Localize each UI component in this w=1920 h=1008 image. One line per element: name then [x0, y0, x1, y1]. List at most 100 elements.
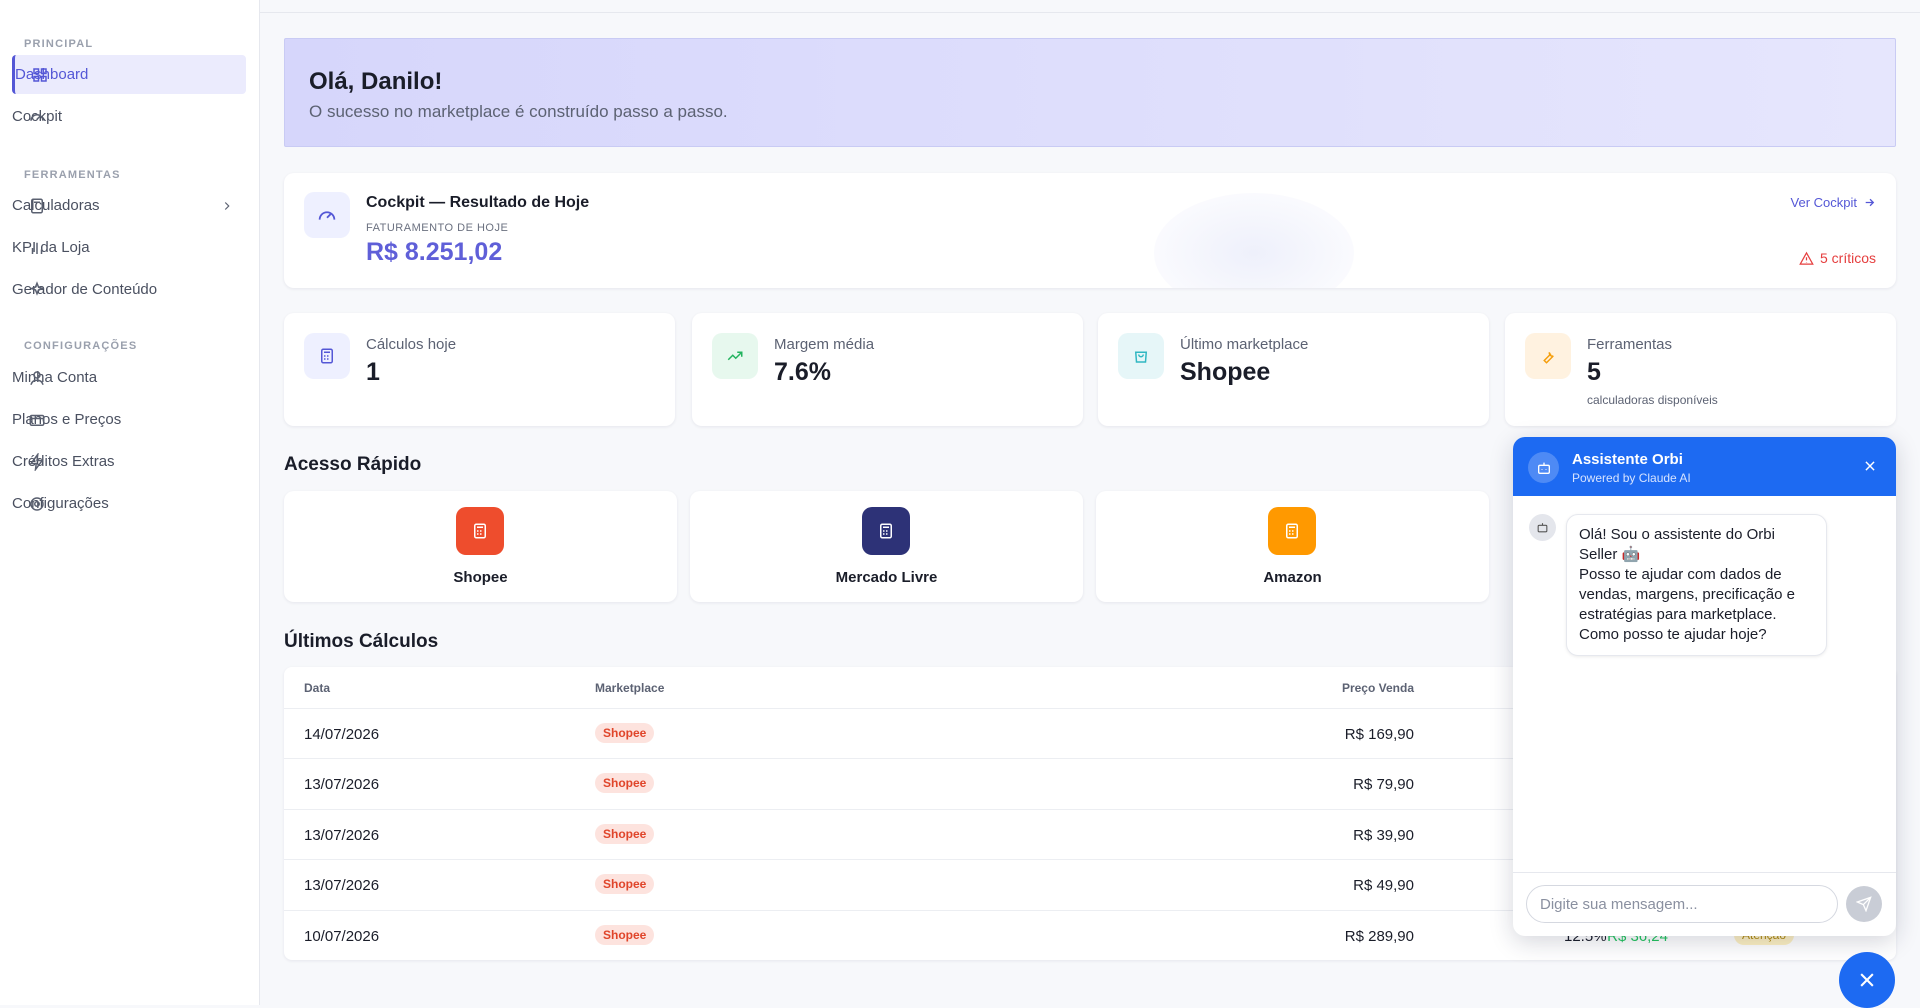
divider	[1513, 872, 1896, 873]
quick-label[interactable]: Shopee	[453, 569, 508, 586]
marketplace-badge: Shopee	[595, 723, 655, 743]
stat-icon	[1118, 333, 1164, 379]
greeting-title: Olá, Danilo!	[309, 68, 443, 95]
stat-label: Ferramentas	[1587, 336, 1673, 353]
quick-card[interactable]: Mercado Livre	[690, 491, 1083, 602]
greeting-subtitle: O sucesso no marketplace é construído pa…	[309, 102, 728, 121]
nav-item[interactable]: Créditos Extras	[12, 442, 246, 481]
bot-avatar	[1529, 514, 1556, 541]
column-header: Marketplace	[595, 681, 665, 695]
cockpit-link[interactable]: Ver Cockpit	[1791, 195, 1876, 210]
bot-icon	[1528, 452, 1559, 483]
cell: R$ 39,90	[1353, 826, 1414, 844]
quick-card[interactable]: Amazon	[1096, 491, 1489, 602]
nav-label[interactable]: KPI da Loja	[12, 239, 90, 256]
marketplace-badge: Shopee	[595, 823, 655, 844]
alert-text: 5 críticos	[1819, 250, 1876, 266]
table-title: Últimos Cálculos	[284, 631, 439, 652]
cell: R$ 79,90	[1353, 776, 1414, 794]
nav-icon[interactable]	[28, 411, 46, 429]
quick-icon[interactable]	[862, 507, 910, 555]
cockpit-card: Cockpit — Resultado de Hoje FATURAMENTO …	[284, 173, 1896, 288]
marketplace-badge: Shopee	[595, 874, 655, 895]
nav-item[interactable]: Calculadoras	[12, 186, 246, 225]
chat-fab[interactable]	[1839, 952, 1895, 1008]
nav-item[interactable]: Planos e Preços	[12, 400, 246, 439]
cell: 13/07/2026	[304, 826, 380, 844]
nav-icon[interactable]	[28, 239, 46, 257]
nav-item[interactable]: Cockpit	[12, 97, 246, 136]
stat-card: Último marketplace Shopee	[1098, 313, 1489, 426]
close-button[interactable]	[1863, 459, 1877, 473]
nav-label[interactable]: Cockpit	[12, 108, 63, 125]
marketplace-badge: Shopee	[595, 773, 655, 794]
chat-title: Assistente Orbi	[1572, 451, 1683, 468]
stat-sub: calculadoras disponíveis	[1587, 393, 1718, 407]
quick-title: Acesso Rápido	[284, 454, 422, 475]
send-button[interactable]	[1846, 886, 1882, 922]
nav-item[interactable]: Configurações	[12, 484, 246, 523]
cell: R$ 49,90	[1353, 877, 1414, 895]
section-title: PRINCIPAL	[24, 38, 94, 50]
cell: R$ 289,90	[1344, 927, 1414, 945]
nav-icon[interactable]	[28, 280, 46, 299]
bot-message: Olá! Sou o assistente do Orbi Seller 🤖 P…	[1566, 514, 1827, 656]
nav-item[interactable]: KPI da Loja	[12, 228, 246, 267]
stat-label: Último marketplace	[1180, 336, 1309, 353]
stat-value: 1	[366, 358, 380, 386]
link-text[interactable]: Ver Cockpit	[1790, 195, 1857, 210]
quick-card[interactable]: Shopee	[284, 491, 677, 602]
section-title: CONFIGURAÇÕES	[24, 340, 138, 352]
message-input[interactable]: Digite sua mensagem...	[1526, 885, 1838, 923]
quick-icon[interactable]	[1268, 507, 1316, 555]
column-header: Data	[304, 681, 331, 695]
quick-label[interactable]: Amazon	[1263, 569, 1322, 586]
section-title: FERRAMENTAS	[24, 169, 121, 181]
nav-icon[interactable]	[31, 66, 49, 84]
cell: 14/07/2026	[304, 726, 380, 743]
nav-icon[interactable]	[28, 452, 46, 471]
greeting-banner: Olá, Danilo! O sucesso no marketplace é …	[284, 38, 1896, 147]
chat-panel: Assistente Orbi Powered by Claude AI Olá…	[1513, 437, 1896, 936]
cell: 10/07/2026	[304, 927, 380, 945]
stat-value: Shopee	[1180, 358, 1271, 386]
nav-label[interactable]: Calculadoras	[12, 197, 100, 214]
stat-icon	[712, 333, 758, 379]
stat-card: Ferramentas 5 calculadoras disponíveis	[1505, 313, 1896, 426]
nav-icon[interactable]	[28, 369, 46, 387]
nav-label[interactable]: Minha Conta	[12, 369, 98, 386]
stat-value: 7.6%	[774, 358, 831, 386]
nav-label[interactable]: Configurações	[12, 495, 109, 512]
stat-icon	[1525, 333, 1571, 379]
cell: 13/07/2026	[304, 776, 380, 794]
nav-label[interactable]: Dashboard	[15, 66, 89, 83]
nav-item[interactable]: Minha Conta	[12, 358, 246, 397]
cockpit-title: Cockpit — Resultado de Hoje	[366, 194, 590, 211]
stat-card: Cálculos hoje 1	[284, 313, 675, 426]
nav-icon[interactable]	[28, 495, 46, 513]
marketplace-badge: Shopee	[595, 924, 655, 945]
nav-icon[interactable]	[28, 108, 46, 126]
stat-label: Cálculos hoje	[366, 336, 457, 353]
nav-item[interactable]: Dashboard	[12, 55, 246, 94]
chat-subtitle: Powered by Claude AI	[1572, 471, 1691, 485]
nav-item[interactable]: Gerador de Conteúdo	[12, 270, 246, 309]
sidebar: PRINCIPAL Dashboard Cockpit FERRAMENTAS Calc…	[0, 0, 260, 1005]
decor	[1154, 193, 1354, 288]
nav-icon[interactable]	[28, 197, 46, 215]
stat-icon	[304, 333, 350, 379]
chevron[interactable]	[220, 199, 234, 213]
nav-label[interactable]: Gerador de Conteúdo	[12, 281, 158, 298]
cockpit-icon	[304, 192, 350, 238]
quick-label[interactable]: Mercado Livre	[835, 569, 938, 586]
header-line	[260, 12, 1920, 13]
quick-icon[interactable]	[456, 507, 504, 555]
cell: 13/07/2026	[304, 877, 380, 895]
placeholder[interactable]: Digite sua mensagem...	[1540, 896, 1698, 913]
cockpit-value: R$ 8.251,02	[366, 238, 503, 266]
stat-card: Margem média 7.6%	[692, 313, 1083, 426]
stat-label: Margem média	[774, 336, 875, 353]
cell: R$ 169,90	[1344, 726, 1414, 743]
